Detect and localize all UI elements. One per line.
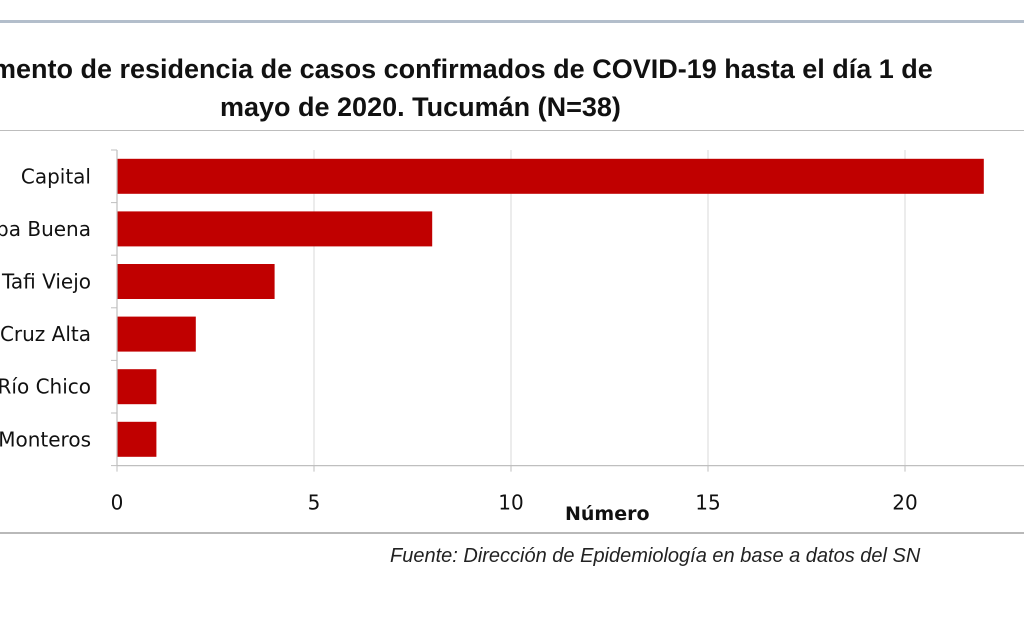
- category-label-1: ba Buena: [0, 217, 91, 241]
- category-label-2: Tafi Viejo: [1, 270, 91, 294]
- bar-2: [117, 264, 275, 299]
- top-rule: [0, 20, 1024, 23]
- x-tick-label-0: 0: [111, 491, 124, 515]
- x-tick-label-15: 15: [695, 491, 720, 515]
- bar-4: [117, 369, 157, 405]
- x-axis-label: Número: [565, 503, 650, 525]
- category-label-5: Monteros: [0, 427, 91, 451]
- bar-3: [117, 316, 196, 352]
- bar-5: [117, 421, 157, 457]
- category-label-4: Río Chico: [0, 375, 91, 399]
- category-label-3: Cruz Alta: [0, 322, 91, 346]
- chart-title-line-1: mento de residencia de casos confirmados…: [0, 54, 933, 84]
- bar-0: [117, 158, 984, 194]
- chart-title-line-2: mayo de 2020. Tucumán (N=38): [220, 92, 621, 122]
- x-tick-label-5: 5: [308, 491, 321, 515]
- x-tick-label-10: 10: [498, 491, 523, 515]
- category-label-0: Capital: [21, 164, 91, 188]
- source-note: Fuente: Dirección de Epidemiología en ba…: [390, 545, 921, 567]
- chart-frame-bottom: [0, 532, 1024, 534]
- bar-1: [117, 211, 433, 247]
- x-tick-label-20: 20: [892, 491, 917, 515]
- chart-frame-top: [0, 130, 1024, 131]
